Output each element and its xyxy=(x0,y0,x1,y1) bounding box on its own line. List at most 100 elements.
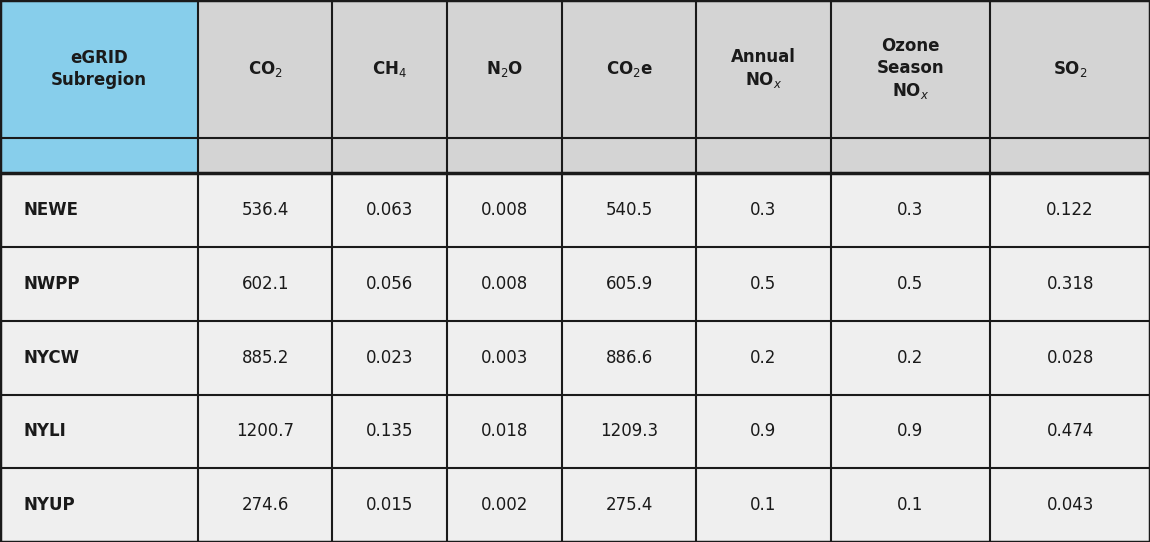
Text: 0.008: 0.008 xyxy=(481,275,528,293)
Text: 605.9: 605.9 xyxy=(606,275,653,293)
Bar xyxy=(0,173,198,247)
Bar xyxy=(332,247,447,321)
Bar xyxy=(830,173,990,247)
Bar xyxy=(990,395,1150,468)
Text: N$_2$O: N$_2$O xyxy=(486,59,523,79)
Bar xyxy=(830,468,990,542)
Bar xyxy=(830,0,990,138)
Text: 0.9: 0.9 xyxy=(897,422,923,441)
Text: 0.043: 0.043 xyxy=(1046,496,1094,514)
Text: 0.5: 0.5 xyxy=(750,275,776,293)
Bar xyxy=(332,173,447,247)
Bar xyxy=(198,468,332,542)
Bar xyxy=(447,321,562,395)
Text: 0.5: 0.5 xyxy=(897,275,923,293)
Bar xyxy=(697,0,830,138)
Text: 0.015: 0.015 xyxy=(366,496,413,514)
Text: 0.008: 0.008 xyxy=(481,201,528,220)
Bar xyxy=(697,321,830,395)
Bar xyxy=(447,247,562,321)
Bar xyxy=(332,395,447,468)
Text: CO$_2$e: CO$_2$e xyxy=(606,59,653,79)
Bar xyxy=(990,0,1150,138)
Bar xyxy=(697,138,830,173)
Bar xyxy=(447,468,562,542)
Text: 0.135: 0.135 xyxy=(366,422,414,441)
Bar xyxy=(332,0,447,138)
Text: 536.4: 536.4 xyxy=(242,201,289,220)
Bar xyxy=(0,138,198,173)
Text: 0.028: 0.028 xyxy=(1046,349,1094,367)
Bar xyxy=(697,468,830,542)
Bar xyxy=(562,173,697,247)
Bar xyxy=(198,247,332,321)
Bar xyxy=(830,138,990,173)
Text: Annual
NO$_x$: Annual NO$_x$ xyxy=(731,48,796,90)
Text: NWPP: NWPP xyxy=(24,275,80,293)
Text: 1200.7: 1200.7 xyxy=(236,422,294,441)
Bar xyxy=(0,321,198,395)
Bar xyxy=(447,395,562,468)
Bar xyxy=(562,138,697,173)
Text: 0.3: 0.3 xyxy=(897,201,923,220)
Text: 0.9: 0.9 xyxy=(750,422,776,441)
Text: 540.5: 540.5 xyxy=(606,201,653,220)
Bar xyxy=(990,138,1150,173)
Text: NYLI: NYLI xyxy=(24,422,67,441)
Bar xyxy=(447,138,562,173)
Text: NYCW: NYCW xyxy=(24,349,79,367)
Text: 0.023: 0.023 xyxy=(366,349,414,367)
Text: 0.3: 0.3 xyxy=(750,201,776,220)
Bar xyxy=(697,247,830,321)
Text: NYUP: NYUP xyxy=(24,496,76,514)
Bar xyxy=(990,321,1150,395)
Bar xyxy=(697,173,830,247)
Text: 0.056: 0.056 xyxy=(366,275,413,293)
Bar xyxy=(198,138,332,173)
Text: 0.002: 0.002 xyxy=(481,496,528,514)
Text: 0.318: 0.318 xyxy=(1046,275,1094,293)
Bar xyxy=(198,0,332,138)
Text: 0.018: 0.018 xyxy=(481,422,528,441)
Bar xyxy=(0,0,198,138)
Text: CO$_2$: CO$_2$ xyxy=(247,59,283,79)
Text: 886.6: 886.6 xyxy=(606,349,653,367)
Text: Ozone
Season
NO$_x$: Ozone Season NO$_x$ xyxy=(876,37,944,101)
Bar xyxy=(332,468,447,542)
Bar xyxy=(830,395,990,468)
Bar xyxy=(0,395,198,468)
Bar xyxy=(697,395,830,468)
Bar xyxy=(562,247,697,321)
Bar xyxy=(990,247,1150,321)
Text: SO$_2$: SO$_2$ xyxy=(1053,59,1088,79)
Text: 1209.3: 1209.3 xyxy=(600,422,658,441)
Text: 0.474: 0.474 xyxy=(1046,422,1094,441)
Bar xyxy=(562,468,697,542)
Bar xyxy=(562,321,697,395)
Bar xyxy=(447,0,562,138)
Text: 0.003: 0.003 xyxy=(481,349,528,367)
Bar xyxy=(447,173,562,247)
Bar xyxy=(562,395,697,468)
Bar xyxy=(332,138,447,173)
Bar xyxy=(562,0,697,138)
Text: 885.2: 885.2 xyxy=(242,349,289,367)
Text: 602.1: 602.1 xyxy=(242,275,289,293)
Bar xyxy=(198,321,332,395)
Text: 0.2: 0.2 xyxy=(897,349,923,367)
Text: 0.063: 0.063 xyxy=(366,201,413,220)
Text: 275.4: 275.4 xyxy=(606,496,653,514)
Text: 0.1: 0.1 xyxy=(897,496,923,514)
Bar xyxy=(332,321,447,395)
Bar xyxy=(990,468,1150,542)
Text: 0.122: 0.122 xyxy=(1046,201,1094,220)
Bar xyxy=(0,247,198,321)
Text: CH$_4$: CH$_4$ xyxy=(373,59,407,79)
Text: NEWE: NEWE xyxy=(24,201,78,220)
Text: eGRID
Subregion: eGRID Subregion xyxy=(51,49,147,89)
Bar xyxy=(198,395,332,468)
Bar xyxy=(0,468,198,542)
Bar xyxy=(830,247,990,321)
Text: 0.2: 0.2 xyxy=(750,349,776,367)
Bar xyxy=(198,173,332,247)
